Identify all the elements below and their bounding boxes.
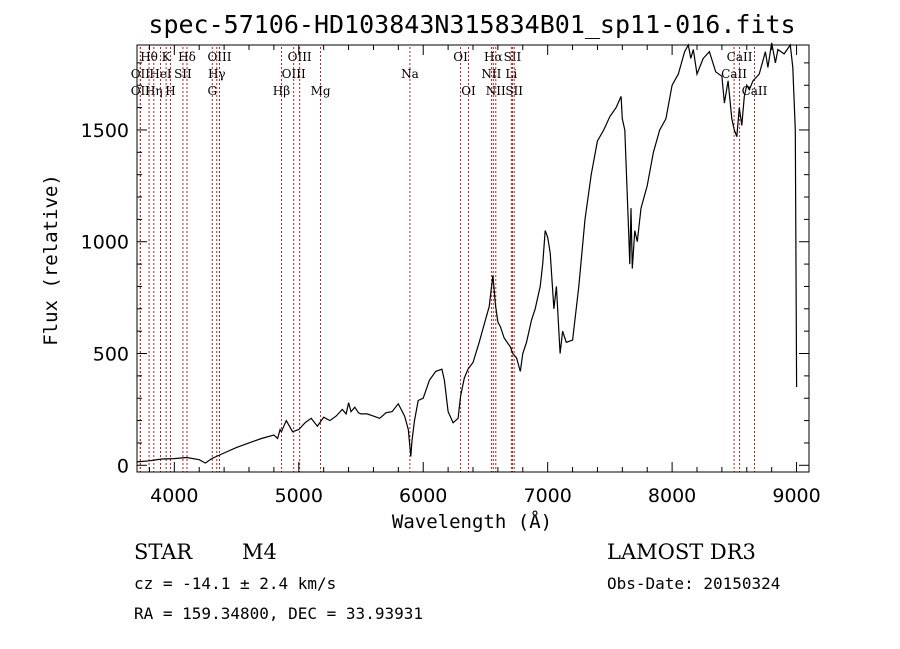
spectral-line-label: OIII <box>207 50 231 64</box>
spectral-line-label: Mg <box>311 84 331 98</box>
x-tick-label: 6000 <box>399 485 447 507</box>
spectral-line-label: Hδ <box>178 50 196 64</box>
x-tick-label: 9000 <box>772 485 820 507</box>
spectral-line-label: Hβ <box>273 84 290 98</box>
plot-frame <box>136 44 810 473</box>
y-tick-label: 0 <box>117 455 129 477</box>
object-class: STAR <box>134 540 193 564</box>
spectral-line-label: Hγ <box>208 67 226 81</box>
y-tick-label: 1000 <box>81 232 129 254</box>
spectral-line-label: NII <box>481 67 501 81</box>
spectral-line-label: SII <box>504 50 522 64</box>
spectral-line-label: OI <box>461 84 476 98</box>
x-tick-label: 8000 <box>648 485 696 507</box>
spectral-lines: Hθ OII OII K HeI Hη SII H Hδ OIII Hγ G OIII OIII Hβ Mg N… <box>131 47 768 472</box>
x-axis-label: Wavelength (Å) <box>392 510 552 533</box>
spectral-line-label: OII <box>131 67 151 81</box>
spectral-line-label: OII <box>131 84 151 98</box>
y-axis-label: Flux (relative) <box>40 174 62 346</box>
x-tick-label: 5000 <box>275 485 323 507</box>
spectral-line-label: Hη <box>145 84 163 98</box>
spectral-line-label: CaII <box>727 50 753 64</box>
spectral-line-label: H <box>165 84 175 98</box>
y-tick-label: 500 <box>93 344 129 366</box>
flux-series-line <box>136 42 798 464</box>
survey-name: LAMOST DR3 <box>607 540 756 564</box>
x-tick-label: 7000 <box>523 485 571 507</box>
object-subclass: M4 <box>242 540 277 564</box>
spectral-line-label: SII <box>174 67 192 81</box>
redshift-value: cz = -14.1 ± 2.4 km/s <box>134 574 337 593</box>
plot-area <box>136 42 810 473</box>
spectral-line-label: OIII <box>282 67 306 81</box>
spectral-line-label: OIII <box>288 50 312 64</box>
obs-date: Obs-Date: 20150324 <box>607 574 781 593</box>
spectral-line-label: G <box>207 84 217 98</box>
chart-title: spec-57106-HD103843N315834B01_sp11-016.f… <box>148 10 795 39</box>
spectral-line-label: SII <box>505 84 523 98</box>
coordinates: RA = 159.34800, DEC = 33.93931 <box>134 604 423 623</box>
spectral-line-label: K <box>162 50 172 64</box>
spectral-line-label: Hθ <box>140 50 158 64</box>
spectral-line-label: NII <box>486 84 506 98</box>
spectral-line-label: OI <box>453 50 468 64</box>
y-tick-label: 1500 <box>81 120 129 142</box>
spectral-line-label: Hα <box>484 50 503 64</box>
x-tick-label: 4000 <box>150 485 198 507</box>
spectral-line-label: Na <box>401 67 419 81</box>
spectral-line-label: CaII <box>721 67 747 81</box>
axis-ticks: 4000 5000 6000 7000 8000 9000 0 500 1000 1500 <box>81 45 821 507</box>
spectral-line-label: HeI <box>149 67 172 81</box>
spectral-line-label: Li <box>505 67 517 81</box>
